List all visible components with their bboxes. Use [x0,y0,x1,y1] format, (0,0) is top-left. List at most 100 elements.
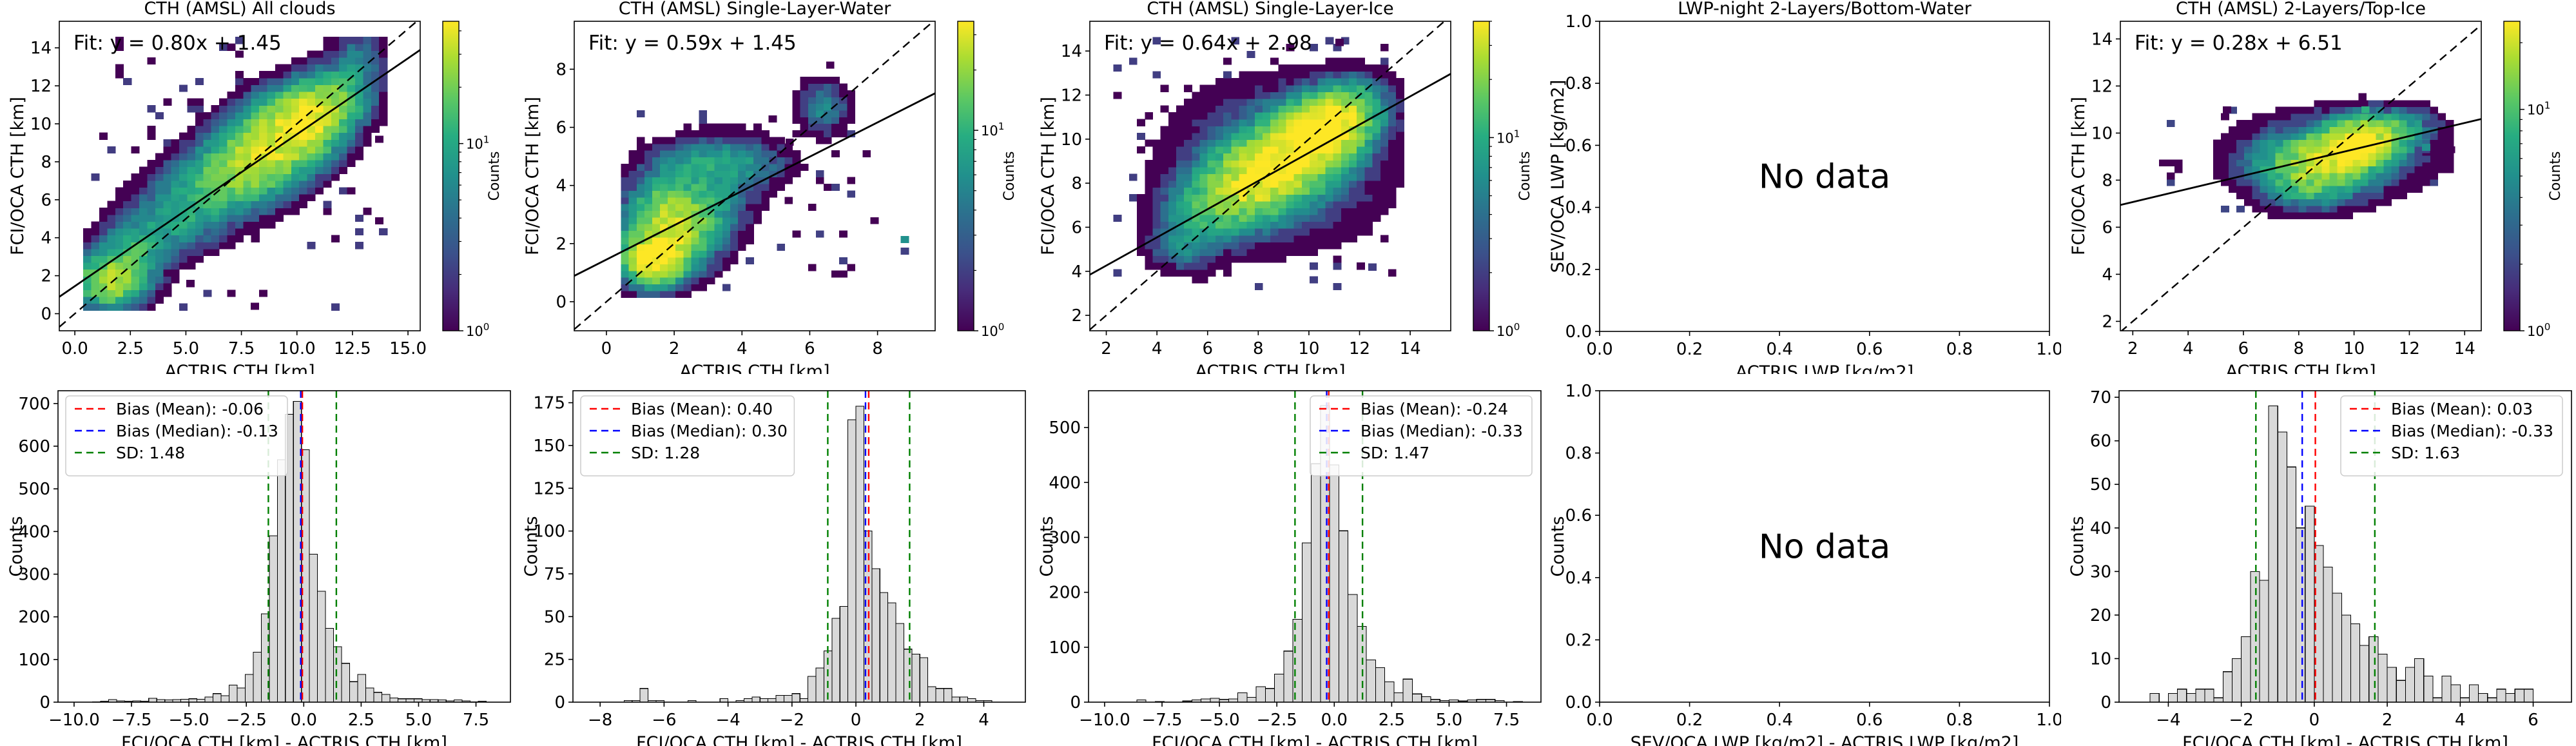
top-two-layers-top-ice-plot-area [2120,24,2481,331]
y-axis-label: FCI/OCA CTH [km] [523,97,543,255]
hist-bar [2250,571,2260,702]
y-tick-label: 75 [544,565,565,584]
hist-bar [903,649,913,702]
hist-bar [831,618,840,702]
panel-cth-all-clouds: Fit: y = 0.80x + 1.45 0.0 2.5 5.0 7.5 10.0 12.… [0,0,516,382]
fit-equation: Fit: y = 0.59x + 1.45 [588,32,797,55]
identity-line [2120,24,2481,331]
y-tick-label: 4 [41,229,52,248]
y-tick-label: 1.0 [1565,12,1592,32]
hist-bar [2231,658,2242,702]
y-tick-label: 8 [556,60,567,79]
hist-bar [2195,689,2205,702]
hist-bar [951,696,960,702]
legend-entry-label: SD: 1.63 [2391,444,2460,462]
hist-bar [276,459,286,702]
x-tick-label: 0.2 [1676,711,1703,730]
hist-bar [1210,698,1220,702]
x-axis-label: FCI/OCA CTH [km] - ACTRIS CTH [km] [636,733,962,746]
hist-bar [1237,692,1248,702]
y-tick-label: 0.4 [1565,199,1592,218]
fit-equation: Fit: y = 0.80x + 1.45 [73,32,282,55]
legend: Bias (Mean): -0.06 Bias (Median): -0.13 SD… [65,395,288,476]
hist-bar [1411,693,1422,702]
hist-bar [815,667,824,702]
hist-bar [839,605,849,702]
fit-equation: Fit: y = 0.28x + 6.51 [2135,32,2343,55]
hist-bar [855,406,865,702]
hist-bar [365,687,374,702]
colorbar-tick-label: 101 [466,134,489,152]
y-tick-label: 0 [554,693,565,712]
hist-bar [269,535,278,702]
top-single-layer-water-plot-area [574,21,935,330]
x-tick-label: 7.5 [228,339,255,358]
hist-bar [389,697,398,702]
y-tick-label: 30 [2090,562,2111,582]
y-axis-label: Counts [1037,516,1057,576]
axes-frame [2118,390,2572,703]
hist-bar [317,591,326,702]
legend-entry-label: Bias (Mean): 0.40 [631,400,773,418]
y-tick-label: 60 [2090,432,2111,451]
fit-line [574,92,935,277]
colorbar [442,21,460,331]
hist-bar [1366,659,1376,702]
axes-frame [1599,390,2050,703]
hist-bar [1421,696,1431,702]
x-axis-label: ACTRIS CTH [km] [2225,362,2376,374]
y-tick-label: 70 [2090,388,2111,407]
panel-title: CTH (AMSL) Single-Layer-Water [619,0,891,19]
panel-title: CTH (AMSL) Single-Layer-Ice [1147,0,1393,19]
y-tick-label: 25 [544,651,565,670]
x-tick-label: 8 [2294,339,2305,358]
y-tick-label: 12 [1061,86,1082,105]
y-tick-label: 8 [1071,174,1082,193]
y-tick-label: 2 [1071,306,1082,326]
y-tick-label: 2 [556,235,567,254]
hist-bar [1495,700,1505,702]
panel-lwp-night-no-data: No data 0.0 0.2 0.4 0.6 0.8 1.0 0.0 0.2 0.4 0.6 0.8… [1545,0,2063,382]
hist-bar [2149,692,2160,702]
hist-bar [1384,681,1395,702]
axes-frame [574,21,936,331]
y-tick-label: 175 [533,394,565,413]
panel-hist-all-clouds: −10.0 −7.5 −5.0 −2.5 0.0 2.5 5.0 7.5 0 100 200 300 4… [0,374,516,746]
hist-bar [783,694,793,702]
colorbar-tick-label: 101 [1496,128,1520,146]
colorbar [2503,21,2521,331]
panel-title: CTH (AMSL) All clouds [144,0,335,19]
x-tick-label: 2.5 [117,339,144,358]
hist-bar [2350,623,2361,702]
hist-bar [2177,689,2187,702]
x-tick-label: 0.8 [1946,340,1973,359]
hist-bar [1375,667,1386,702]
hist-two-layers-top-ice-plot-area [2149,391,2534,702]
panel-cth-two-layers-top-ice: Fit: y = 0.28x + 6.51 2 4 6 8 10 12 14 2 4 6 8 10 12 1… [2061,0,2576,382]
y-tick-label: 0.8 [1565,74,1592,93]
colorbar-tick-label: 101 [981,121,1004,139]
no-data-label: No data [1759,528,1890,567]
hist-bar [2496,689,2506,702]
x-axis-label: SEV/OCA LWP [kg/m2] - ACTRIS LWP [kg/m2] [1631,733,2019,746]
y-tick-label: 0.4 [1565,569,1592,588]
y-tick-label: 10 [2090,649,2111,669]
top-all-clouds-canvas: Fit: y = 0.80x + 1.45 0.0 2.5 5.0 7.5 10.0 12.… [8,0,503,382]
hist-bar [349,681,358,702]
y-tick-label: 6 [2102,218,2113,237]
colorbar [957,21,974,331]
axes-frame [59,21,421,331]
hist-bar [895,623,905,702]
x-tick-label: 0.4 [1767,340,1793,359]
colorbar-tick-label: 100 [2527,321,2550,339]
y-tick-label: 2 [41,267,52,286]
hist-bar [911,654,920,702]
x-tick-label: 0.0 [1586,711,1612,730]
x-tick-label: 12 [2399,339,2420,358]
colorbar [1473,21,1490,331]
y-tick-label: 6 [556,119,567,138]
panel-hist-single-layer-water: −8 −6 −4 −2 0 2 4 0 25 50 75 100 125 150 175 FCI/OCA CT… [515,374,1031,746]
hist-bar [2414,658,2425,702]
hist-bar [927,686,936,702]
colorbar-label: Counts [1002,152,1018,201]
